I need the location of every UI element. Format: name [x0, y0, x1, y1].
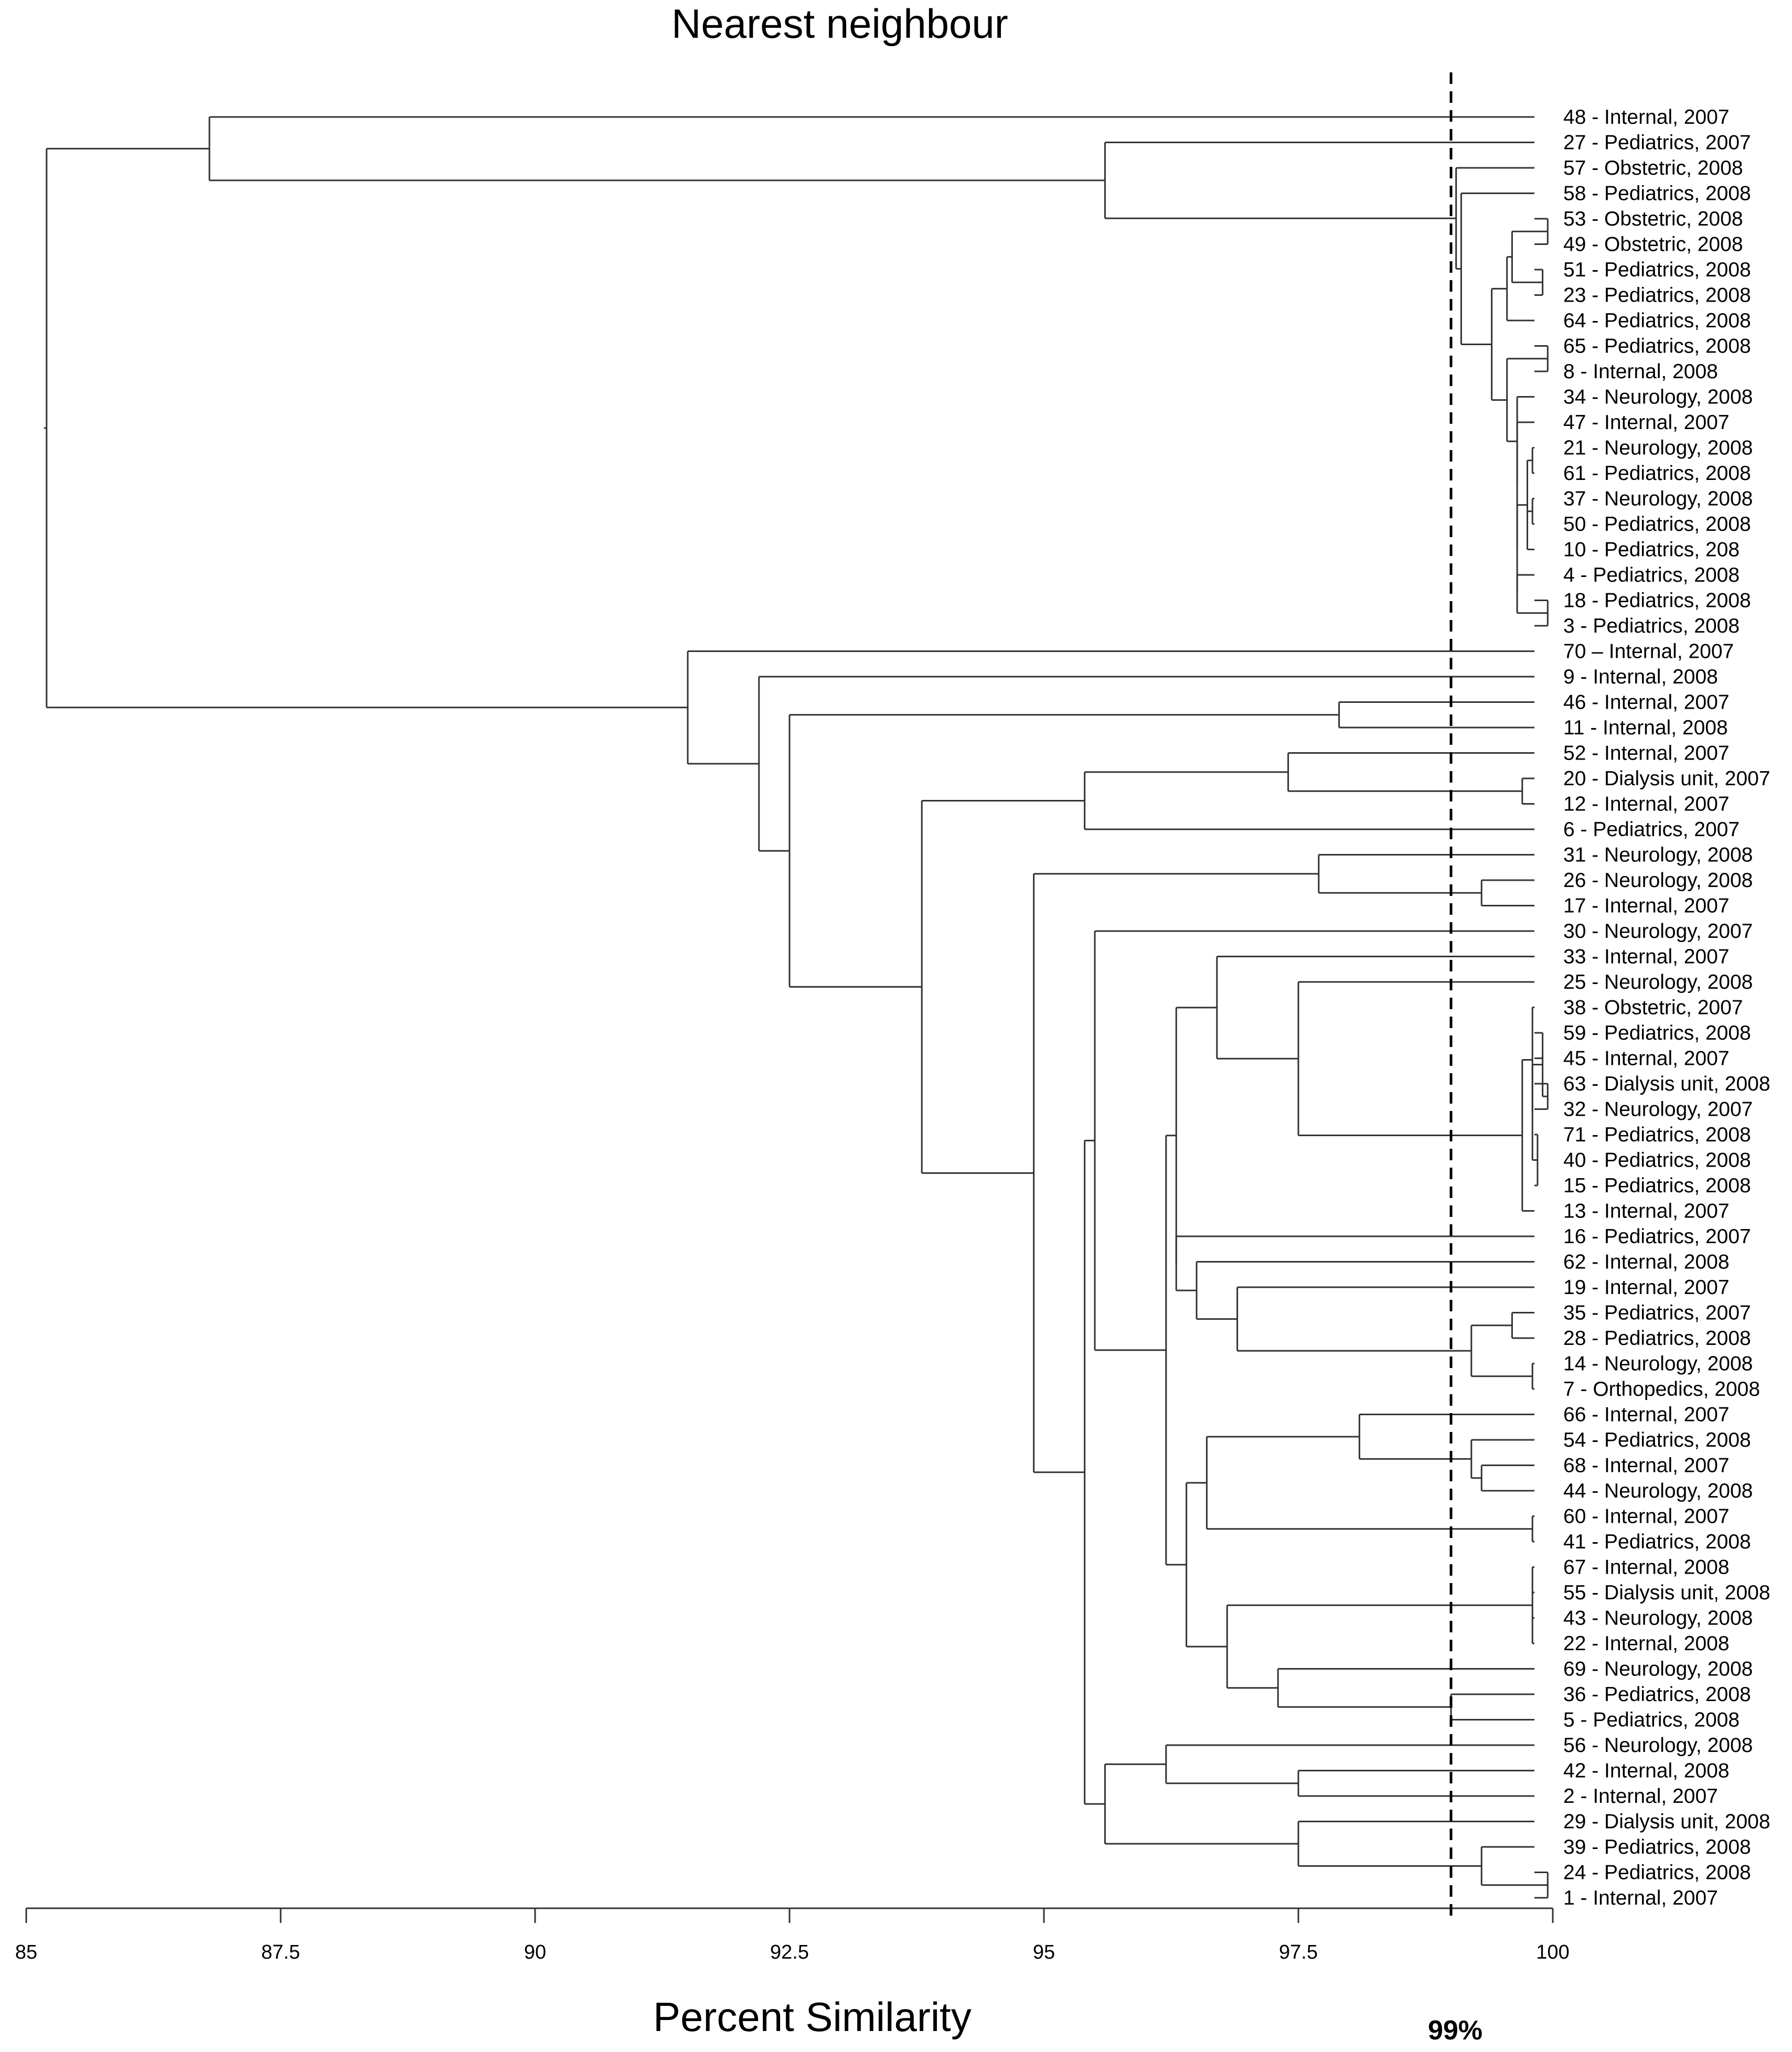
leaf-label: 29 - Dialysis unit, 2008 — [1563, 1811, 1770, 1833]
leaf-label: 17 - Internal, 2007 — [1563, 895, 1730, 917]
dendrogram-branches — [44, 116, 1549, 1899]
leaf-label: 9 - Internal, 2008 — [1563, 666, 1718, 688]
leaf-label: 33 - Internal, 2007 — [1563, 946, 1730, 968]
x-axis-label: Percent Similarity — [653, 1994, 972, 2040]
leaf-label: 50 - Pediatrics, 2008 — [1563, 513, 1751, 536]
leaf-label: 31 - Neurology, 2008 — [1563, 844, 1753, 867]
leaf-label: 22 - Internal, 2008 — [1563, 1632, 1730, 1655]
leaf-label: 42 - Internal, 2008 — [1563, 1760, 1730, 1782]
leaf-label: 49 - Obstetric, 2008 — [1563, 233, 1743, 256]
tick-label: 87.5 — [261, 1941, 300, 1963]
leaf-label: 70 – Internal, 2007 — [1563, 640, 1734, 663]
x-axis: 85 87.5 90 92.5 95 97.5 100 — [15, 1907, 1570, 1963]
leaf-label: 7 - Orthopedics, 2008 — [1563, 1378, 1760, 1401]
leaf-label: 48 - Internal, 2007 — [1563, 106, 1730, 129]
leaf-label: 39 - Pediatrics, 2008 — [1563, 1836, 1751, 1858]
leaf-label: 6 - Pediatrics, 2007 — [1563, 818, 1740, 841]
leaf-label: 12 - Internal, 2007 — [1563, 793, 1730, 816]
leaf-label: 2 - Internal, 2007 — [1563, 1785, 1718, 1808]
leaf-label: 44 - Neurology, 2008 — [1563, 1480, 1753, 1502]
leaf-label: 26 - Neurology, 2008 — [1563, 869, 1753, 892]
leaf-label: 55 - Dialysis unit, 2008 — [1563, 1581, 1770, 1604]
leaf-label: 10 - Pediatrics, 208 — [1563, 539, 1740, 561]
leaf-label: 38 - Obstetric, 2007 — [1563, 997, 1743, 1019]
leaf-label: 15 - Pediatrics, 2008 — [1563, 1174, 1751, 1197]
leaf-label: 45 - Internal, 2007 — [1563, 1048, 1730, 1070]
leaf-label: 61 - Pediatrics, 2008 — [1563, 462, 1751, 485]
leaf-label: 14 - Neurology, 2008 — [1563, 1353, 1753, 1375]
leaf-label: 66 - Internal, 2007 — [1563, 1404, 1730, 1426]
tick-label: 90 — [524, 1941, 546, 1963]
leaf-label: 11 - Internal, 2008 — [1563, 717, 1728, 739]
leaf-label: 4 - Pediatrics, 2008 — [1563, 564, 1740, 586]
leaf-label: 67 - Internal, 2008 — [1563, 1556, 1730, 1579]
leaf-label: 19 - Internal, 2007 — [1563, 1276, 1730, 1299]
tick-label: 100 — [1536, 1941, 1569, 1963]
leaf-labels: 48 - Internal, 2007 27 - Pediatrics, 2007… — [1563, 106, 1770, 1909]
threshold-marker: 99% — [1428, 72, 1482, 2046]
leaf-label: 34 - Neurology, 2008 — [1563, 386, 1753, 409]
leaf-label: 30 - Neurology, 2007 — [1563, 920, 1753, 943]
leaf-label: 40 - Pediatrics, 2008 — [1563, 1149, 1751, 1172]
leaf-label: 54 - Pediatrics, 2008 — [1563, 1429, 1751, 1451]
leaf-label: 47 - Internal, 2007 — [1563, 411, 1730, 434]
leaf-label: 21 - Neurology, 2008 — [1563, 437, 1753, 459]
leaf-label: 41 - Pediatrics, 2008 — [1563, 1531, 1751, 1553]
leaf-label: 64 - Pediatrics, 2008 — [1563, 309, 1751, 332]
leaf-label: 69 - Neurology, 2008 — [1563, 1658, 1753, 1681]
leaf-label: 60 - Internal, 2007 — [1563, 1505, 1730, 1528]
leaf-label: 28 - Pediatrics, 2008 — [1563, 1327, 1751, 1350]
leaf-label: 46 - Internal, 2007 — [1563, 691, 1730, 714]
leaf-label: 20 - Dialysis unit, 2007 — [1563, 767, 1770, 790]
leaf-label: 56 - Neurology, 2008 — [1563, 1734, 1753, 1757]
leaf-label: 37 - Neurology, 2008 — [1563, 488, 1753, 510]
leaf-label: 58 - Pediatrics, 2008 — [1563, 183, 1751, 205]
leaf-label: 27 - Pediatrics, 2007 — [1563, 132, 1751, 154]
leaf-label: 23 - Pediatrics, 2008 — [1563, 284, 1751, 307]
leaf-label: 5 - Pediatrics, 2008 — [1563, 1709, 1740, 1732]
leaf-label: 63 - Dialysis unit, 2008 — [1563, 1073, 1770, 1095]
leaf-label: 32 - Neurology, 2007 — [1563, 1098, 1753, 1121]
leaf-label: 65 - Pediatrics, 2008 — [1563, 335, 1751, 358]
leaf-label: 18 - Pediatrics, 2008 — [1563, 590, 1751, 612]
leaf-label: 36 - Pediatrics, 2008 — [1563, 1683, 1751, 1706]
leaf-label: 8 - Internal, 2008 — [1563, 360, 1718, 383]
leaf-label: 59 - Pediatrics, 2008 — [1563, 1022, 1751, 1044]
leaf-label: 35 - Pediatrics, 2007 — [1563, 1302, 1751, 1324]
leaf-label: 51 - Pediatrics, 2008 — [1563, 259, 1751, 281]
leaf-label: 13 - Internal, 2007 — [1563, 1200, 1730, 1223]
leaf-label: 57 - Obstetric, 2008 — [1563, 157, 1743, 179]
leaf-label: 71 - Pediatrics, 2008 — [1563, 1124, 1751, 1146]
threshold-label: 99% — [1428, 2015, 1482, 2046]
leaf-label: 16 - Pediatrics, 2007 — [1563, 1225, 1751, 1248]
chart-title: Nearest neighbour — [671, 1, 1008, 47]
leaf-label: 43 - Neurology, 2008 — [1563, 1607, 1753, 1630]
leaf-label: 25 - Neurology, 2008 — [1563, 971, 1753, 993]
leaf-label: 24 - Pediatrics, 2008 — [1563, 1862, 1751, 1884]
leaf-label: 3 - Pediatrics, 2008 — [1563, 615, 1740, 637]
tick-label: 97.5 — [1279, 1941, 1318, 1963]
tick-label: 85 — [15, 1941, 37, 1963]
leaf-label: 62 - Internal, 2008 — [1563, 1251, 1730, 1274]
leaf-label: 1 - Internal, 2007 — [1563, 1887, 1718, 1909]
tick-label: 95 — [1033, 1941, 1055, 1963]
leaf-label: 53 - Obstetric, 2008 — [1563, 208, 1743, 230]
leaf-label: 52 - Internal, 2007 — [1563, 742, 1730, 765]
tick-label: 92.5 — [770, 1941, 809, 1963]
leaf-label: 68 - Internal, 2007 — [1563, 1455, 1730, 1477]
